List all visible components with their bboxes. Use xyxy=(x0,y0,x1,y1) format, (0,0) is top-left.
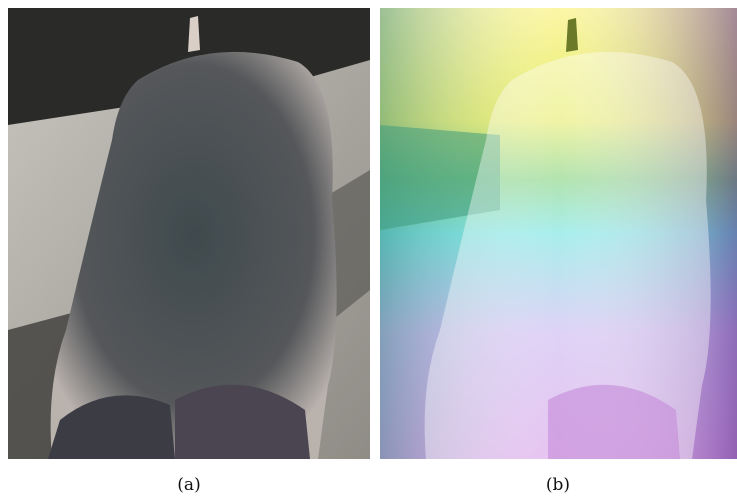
image-a xyxy=(8,8,370,459)
image-b xyxy=(380,8,737,459)
caption: (a) xyxy=(177,475,200,495)
caption: (b) xyxy=(546,475,570,495)
